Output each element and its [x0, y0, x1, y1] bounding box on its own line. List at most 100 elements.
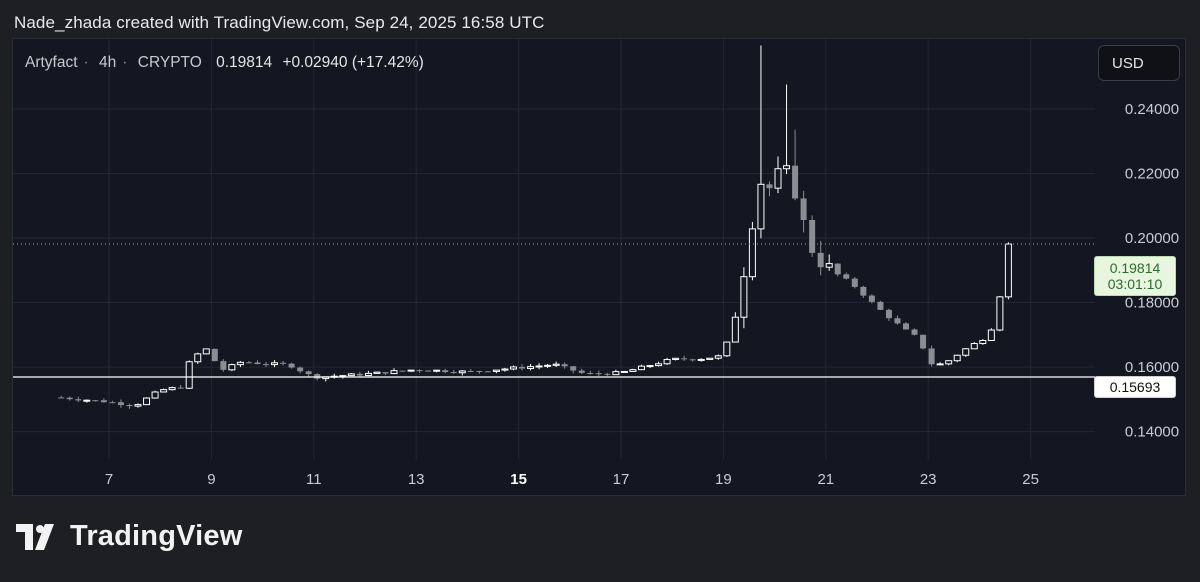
candle-body — [271, 362, 279, 366]
candle-body — [843, 274, 850, 279]
candlestick-chart[interactable]: 0.14000 0.16000 0.18000 0.20000 0.22000 0.240… — [13, 39, 1187, 497]
tradingview-branding: TradingView — [16, 520, 243, 553]
candle-body — [911, 329, 918, 335]
legend-price: 0.19814 — [216, 54, 273, 71]
candle-body — [552, 363, 560, 366]
candle-body — [151, 391, 159, 399]
candle-body — [587, 372, 594, 374]
candle-body — [697, 358, 705, 361]
candle-body — [425, 370, 432, 372]
candle-body — [109, 402, 116, 404]
currency-button[interactable]: USD — [1098, 45, 1180, 81]
candle-body — [476, 370, 483, 372]
currency-label: USD — [1112, 54, 1144, 72]
symbol-legend: Artyfact · 4h · CRYPTO 0.19814 +0.02940 (+… — [25, 54, 430, 72]
y-axis-tick-label: 0.16000 — [1125, 359, 1179, 376]
candle-body — [809, 219, 816, 253]
candle-body — [58, 397, 65, 399]
candle-body — [433, 369, 441, 372]
chart-caption: Nade_zhada created with TradingView.com,… — [14, 13, 545, 32]
candle-body — [825, 263, 833, 268]
candle-body — [407, 369, 415, 372]
candle-body — [501, 368, 509, 371]
candle-body — [629, 369, 637, 372]
candle-body — [467, 370, 474, 372]
candle-body — [620, 370, 628, 373]
candle-body — [143, 397, 151, 406]
legend-interval[interactable]: 4h — [99, 54, 117, 71]
candle-body — [373, 371, 381, 374]
candle-body — [134, 404, 142, 407]
candle-body — [817, 252, 824, 268]
y-axis-tick-label: 0.14000 — [1125, 424, 1179, 441]
legend-symbol[interactable]: Artyfact — [25, 54, 78, 71]
candle-body — [416, 370, 423, 372]
candle-body — [288, 363, 295, 368]
y-axis-tick-label: 0.20000 — [1125, 230, 1179, 247]
candle-body — [263, 364, 270, 366]
candle-body — [66, 397, 73, 400]
candle-body — [535, 365, 543, 368]
candle-body — [228, 364, 236, 371]
candle-body — [757, 183, 765, 230]
candle-body — [280, 362, 287, 364]
candle-body — [168, 387, 176, 391]
x-axis-tick-label: 19 — [715, 471, 732, 488]
chart-pane[interactable]: 0.14000 0.16000 0.18000 0.20000 0.22000 0.240… — [12, 38, 1186, 496]
candle-body — [450, 372, 457, 374]
y-axis-tick-label: 0.18000 — [1125, 295, 1179, 312]
candle-body — [202, 348, 210, 355]
candle-body — [544, 364, 552, 367]
candle-body — [527, 366, 535, 370]
candle-body — [83, 399, 91, 402]
candle-body — [953, 354, 961, 362]
y-axis-tick-label: 0.22000 — [1125, 166, 1179, 183]
x-axis-tick-label: 7 — [105, 471, 113, 488]
candle-body — [509, 366, 517, 370]
candle-body — [382, 372, 389, 374]
candle-body — [364, 372, 372, 376]
candle-body — [996, 296, 1004, 331]
candle-body — [561, 364, 568, 367]
candle-body — [987, 329, 995, 341]
x-axis-tick-label: 15 — [510, 471, 527, 488]
candle-body — [484, 371, 491, 373]
candle-body — [851, 278, 858, 287]
candle-body — [578, 370, 585, 373]
candle-body — [612, 371, 620, 376]
candle-body — [245, 362, 252, 364]
candle-body — [783, 165, 791, 170]
candle-body — [962, 348, 970, 356]
candle-body — [236, 361, 244, 366]
candle-body — [347, 373, 355, 377]
candle-body — [126, 405, 133, 407]
candle-body — [877, 301, 884, 310]
candle-body — [646, 365, 654, 368]
candle-body — [928, 348, 935, 365]
bar-countdown-label: 03:01:10 — [1107, 276, 1163, 292]
horizontal-line-price-tag[interactable]: 0.15693 — [1094, 376, 1176, 398]
candle-body — [740, 276, 748, 318]
candle-body — [356, 373, 363, 376]
candle-body — [714, 355, 722, 359]
candle-body — [595, 373, 602, 375]
x-axis-tick-label: 23 — [920, 471, 937, 488]
candle-body — [1004, 243, 1012, 298]
x-axis-tick-label: 25 — [1022, 471, 1039, 488]
candle-body — [211, 348, 218, 362]
candle-body — [75, 399, 82, 401]
candle-body — [800, 198, 807, 220]
candle-body — [945, 360, 953, 365]
candle-body — [903, 323, 910, 330]
candle-body — [305, 371, 312, 375]
current-price-tag: 0.19814 03:01:10 — [1094, 256, 1176, 296]
tradingview-logo-icon — [16, 523, 54, 550]
candle-body — [885, 309, 892, 319]
candle-body — [731, 316, 739, 343]
candle-body — [663, 359, 671, 365]
candle-body — [774, 168, 782, 189]
candle-body — [160, 389, 168, 393]
candle-body — [442, 370, 449, 373]
candle-body — [766, 184, 773, 189]
x-axis-tick-label: 13 — [408, 471, 425, 488]
